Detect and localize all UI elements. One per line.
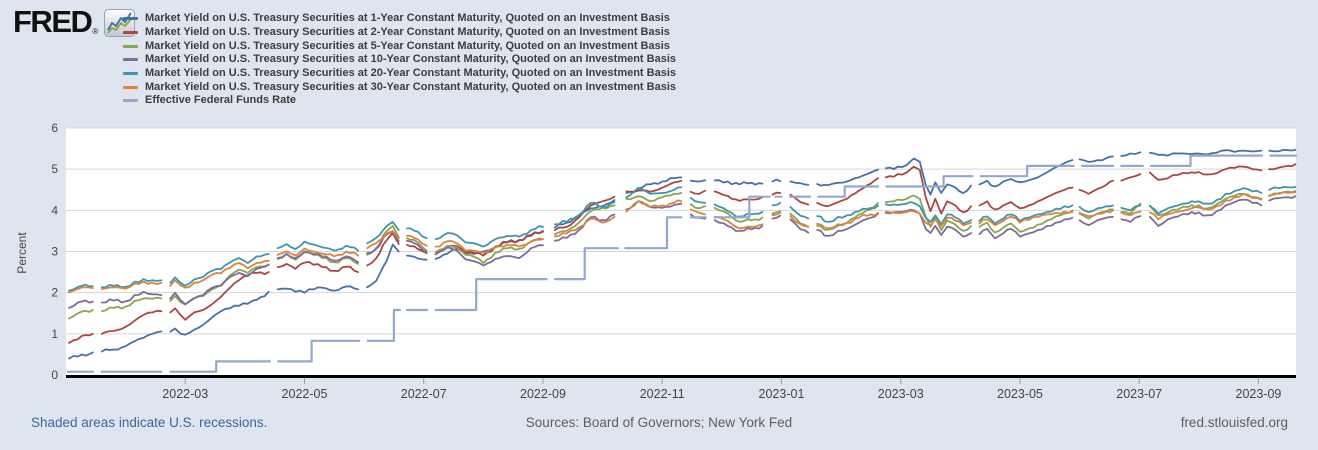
x-tick-label: 2023-09 <box>1236 387 1282 401</box>
x-tick-label: 2023-01 <box>759 387 805 401</box>
legend-label: Market Yield on U.S. Treasury Securities… <box>145 12 670 25</box>
x-tick-label: 2023-05 <box>997 387 1043 401</box>
y-tick-label: 5 <box>51 162 58 176</box>
legend-item-treasury-10-year[interactable]: Market Yield on U.S. Treasury Securities… <box>123 53 676 67</box>
series-line-treasury-20-year <box>68 186 1297 292</box>
recessions-note-link[interactable]: Shaded areas indicate U.S. recessions. <box>31 415 268 430</box>
legend-item-treasury-5-year[interactable]: Market Yield on U.S. Treasury Securities… <box>123 39 676 53</box>
x-tick-label: 2022-11 <box>640 387 685 401</box>
series-line-treasury-2-year <box>68 163 1297 344</box>
fred-sparkline-icon <box>104 9 136 42</box>
fred-site-link[interactable]: fred.stlouisfed.org <box>1180 415 1288 430</box>
legend-item-treasury-1-year[interactable]: Market Yield on U.S. Treasury Securities… <box>123 12 676 26</box>
legend-swatch-icon <box>123 99 138 103</box>
y-tick-label: 0 <box>51 368 58 382</box>
legend-label: Market Yield on U.S. Treasury Securities… <box>145 26 670 39</box>
x-tick-label: 2022-03 <box>162 387 208 401</box>
x-tick-label: 2023-03 <box>878 387 924 401</box>
y-tick-label: 1 <box>51 327 58 341</box>
legend-label: Market Yield on U.S. Treasury Securities… <box>145 53 677 66</box>
registered-trademark: ® <box>92 27 99 36</box>
series-line-treasury-10-year <box>68 195 1297 309</box>
series-line-treasury-30-year <box>68 191 1297 294</box>
y-tick-label: 3 <box>51 245 58 259</box>
legend-swatch-icon <box>123 72 138 76</box>
fred-wordmark: FRED <box>13 4 93 39</box>
y-tick-label: 2 <box>51 286 58 300</box>
series-line-effective-federal-funds-rate <box>66 154 1297 373</box>
legend-item-effective-federal-funds-rate[interactable]: Effective Federal Funds Rate <box>123 94 676 108</box>
legend-label: Market Yield on U.S. Treasury Securities… <box>145 67 677 80</box>
y-axis-title: Percent <box>15 232 29 274</box>
legend-item-treasury-30-year[interactable]: Market Yield on U.S. Treasury Securities… <box>123 80 676 94</box>
series-group <box>66 148 1297 373</box>
x-tick-label: 2023-07 <box>1116 387 1162 401</box>
sources-text: Sources: Board of Governors; New York Fe… <box>525 415 793 430</box>
legend-label: Market Yield on U.S. Treasury Securities… <box>145 80 677 93</box>
fred-logo: FRED ® <box>13 4 136 42</box>
legend: Market Yield on U.S. Treasury Securities… <box>123 12 676 108</box>
y-tick-label: 4 <box>51 203 58 217</box>
x-tick-label: 2022-07 <box>401 387 447 401</box>
legend-swatch-icon <box>123 17 138 21</box>
legend-swatch-icon <box>123 31 138 35</box>
x-tick-label: 2022-05 <box>282 387 328 401</box>
legend-swatch-icon <box>123 58 138 62</box>
legend-label: Market Yield on U.S. Treasury Securities… <box>145 39 670 52</box>
legend-swatch-icon <box>123 85 138 89</box>
legend-item-treasury-2-year[interactable]: Market Yield on U.S. Treasury Securities… <box>123 26 676 40</box>
legend-swatch-icon <box>123 44 138 48</box>
legend-label: Effective Federal Funds Rate <box>145 94 296 107</box>
x-tick-label: 2022-09 <box>520 387 566 401</box>
y-tick-label: 6 <box>51 121 58 135</box>
legend-item-treasury-20-year[interactable]: Market Yield on U.S. Treasury Securities… <box>123 67 676 81</box>
